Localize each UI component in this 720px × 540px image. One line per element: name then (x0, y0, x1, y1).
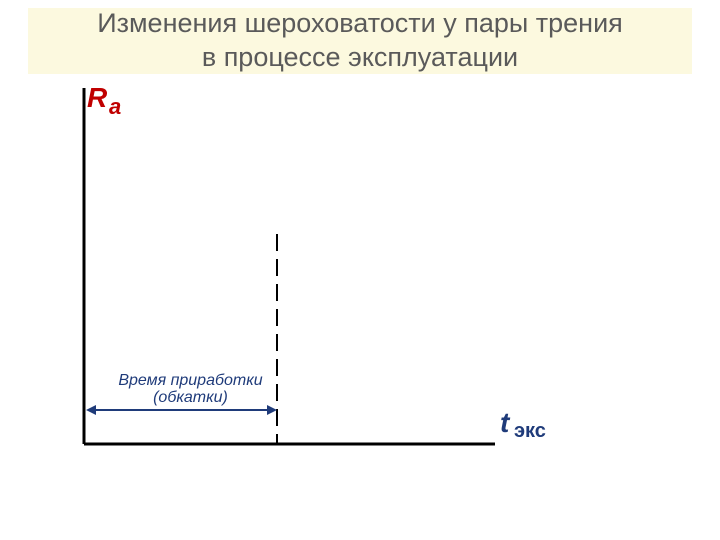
runin-label: Время приработки (обкатки) (103, 373, 278, 407)
diagram-overlay (0, 0, 720, 540)
title-text: Изменения шероховатости у пары трения в … (97, 7, 623, 75)
y-axis-label-R: R (87, 82, 107, 114)
y-axis-label-a: a (109, 94, 121, 120)
runin-arrow-left-head (86, 405, 96, 415)
runin-label-line-1: Время приработки (118, 372, 262, 389)
title-bar: Изменения шероховатости у пары трения в … (28, 8, 692, 74)
title-line-1: Изменения шероховатости у пары трения (97, 8, 623, 38)
runin-label-line-2: (обкатки) (153, 389, 228, 406)
title-line-2: в процессе эксплуатации (202, 42, 518, 72)
x-axis-label-eks: экс (514, 420, 546, 443)
x-axis-label-t: t (500, 407, 509, 439)
